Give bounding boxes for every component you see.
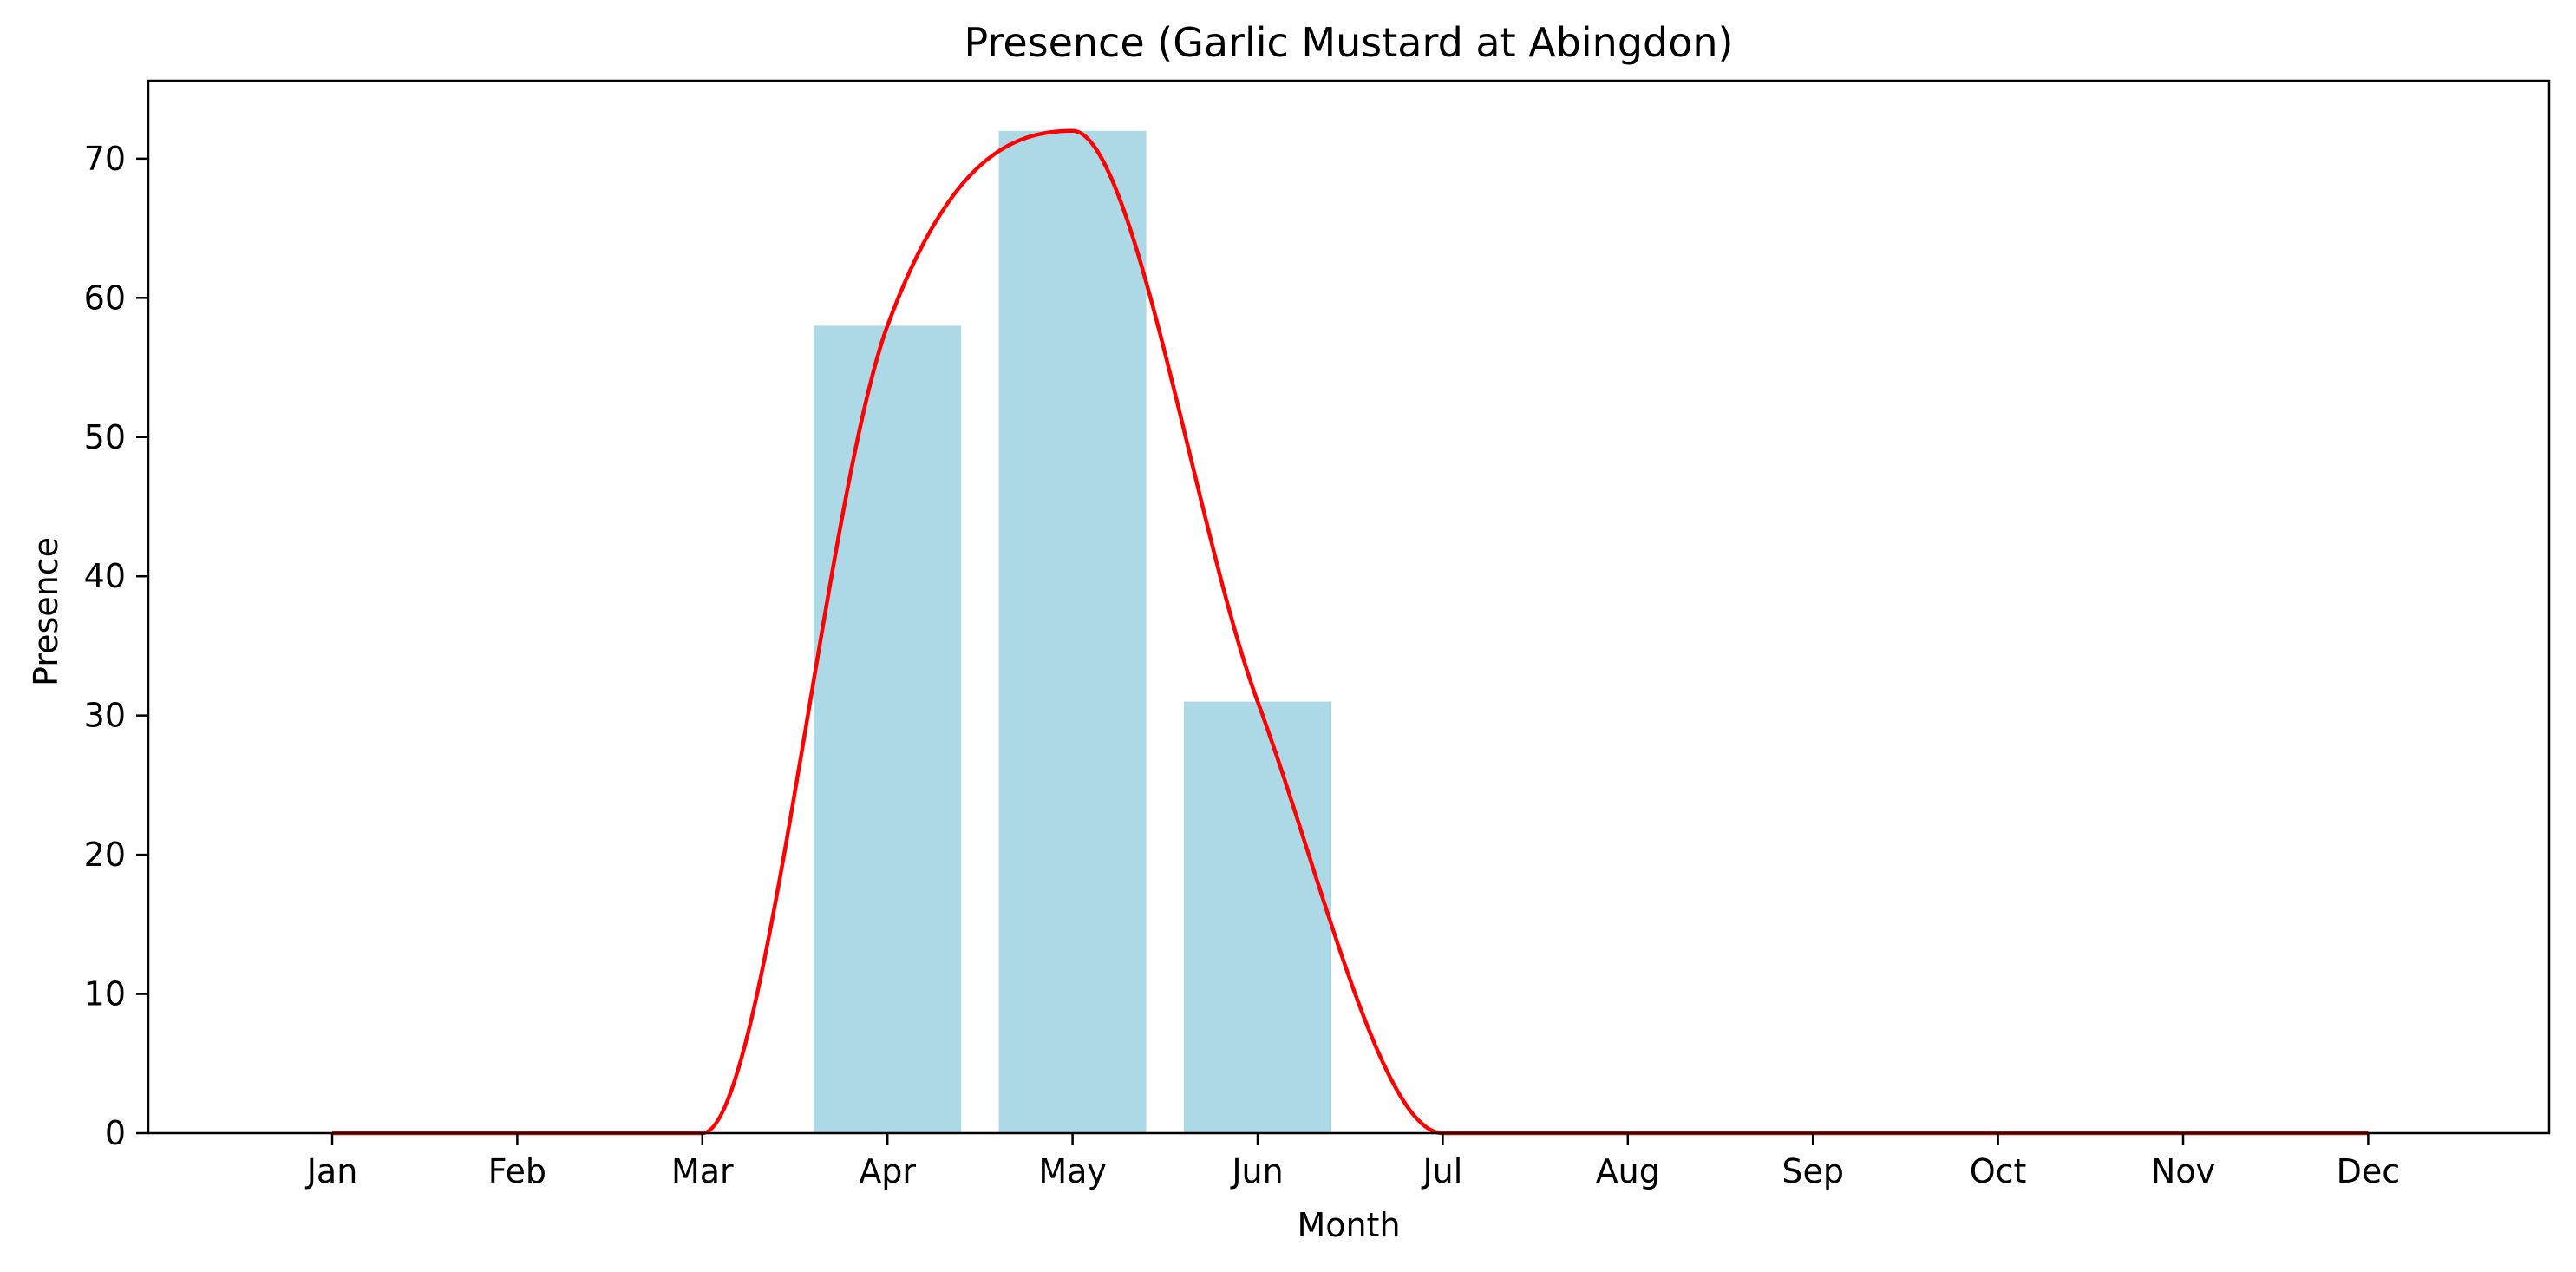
x-tick-label-may: May: [1038, 1152, 1107, 1190]
x-tick-label-dec: Dec: [2337, 1152, 2401, 1190]
y-tick-label-20: 20: [84, 836, 126, 874]
y-axis-label: Presence: [27, 537, 65, 686]
y-tick-label-0: 0: [105, 1114, 126, 1152]
x-tick-label-oct: Oct: [1970, 1152, 2027, 1190]
plot-area-frame: [147, 79, 2551, 1135]
x-tick-label-jun: Jun: [1230, 1152, 1283, 1190]
x-tick-label-sep: Sep: [1782, 1152, 1844, 1190]
y-tick-label-40: 40: [84, 557, 126, 595]
bar-may: [998, 130, 1147, 1133]
bars-group: [814, 130, 1331, 1133]
y-tick-label-50: 50: [84, 418, 126, 456]
bar-jun: [1184, 701, 1331, 1133]
x-tick-label-apr: Apr: [859, 1152, 916, 1190]
y-tick-label-30: 30: [84, 697, 126, 735]
x-tick-label-nov: Nov: [2151, 1152, 2215, 1190]
x-axis-label: Month: [1297, 1206, 1400, 1244]
x-tick-label-aug: Aug: [1596, 1152, 1660, 1190]
y-tick-label-60: 60: [84, 279, 126, 317]
y-tick-label-10: 10: [84, 975, 126, 1013]
y-tick-label-70: 70: [84, 140, 126, 178]
x-axis: Jan Feb Mar Apr May Jun Jul Aug Sep Oct Nov Dec: [305, 1133, 2400, 1190]
bar-apr: [814, 325, 962, 1133]
trend-line: [332, 128, 2369, 1136]
y-axis: 0 10 20 30 40 50 60 70: [84, 140, 148, 1152]
chart-title: Presence (Garlic Mustard at Abingdon): [964, 19, 1734, 66]
x-tick-label-jan: Jan: [305, 1152, 358, 1190]
x-tick-label-feb: Feb: [488, 1152, 546, 1190]
x-tick-label-jul: Jul: [1421, 1152, 1462, 1190]
x-tick-label-mar: Mar: [671, 1152, 734, 1190]
